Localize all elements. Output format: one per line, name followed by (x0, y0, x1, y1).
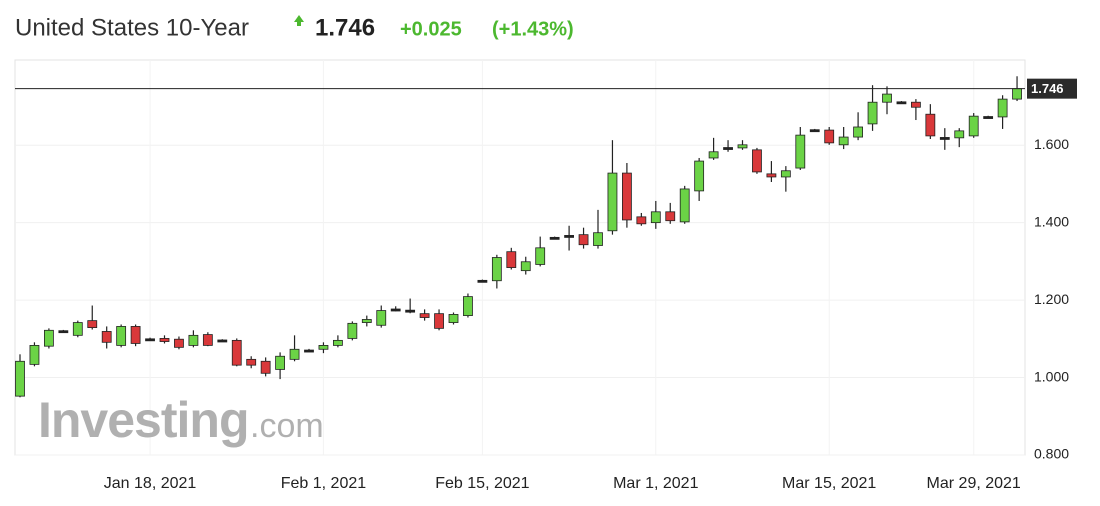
candle-body (361, 319, 372, 323)
candle-body (477, 279, 488, 283)
candle-body (968, 115, 979, 137)
candle-body (636, 216, 647, 225)
candle-body (708, 151, 719, 159)
candle-body (390, 308, 401, 312)
candle-body (780, 170, 791, 178)
candle-body (405, 309, 416, 313)
price: 1.746 (315, 14, 375, 41)
candle-body (289, 348, 300, 360)
candle-body (578, 234, 589, 246)
candle-body (665, 211, 676, 222)
title: United States 10-Year (15, 14, 249, 41)
candle-body (752, 149, 762, 173)
candle-body (72, 322, 83, 336)
candle-body (246, 358, 257, 366)
candle-body (939, 137, 950, 140)
candle-body (463, 296, 473, 316)
candle-body (87, 320, 98, 328)
candle-body (737, 144, 748, 149)
watermark-suffix: .com (250, 407, 324, 445)
candle-body (549, 236, 560, 240)
candle-body (101, 331, 112, 343)
candle-body (29, 345, 40, 365)
candle-body (535, 247, 546, 265)
candle-body (332, 339, 343, 346)
x-tick-label: Feb 1, 2021 (281, 475, 367, 492)
y-tick-label: 1.600 (1034, 136, 1069, 152)
candle-body (260, 360, 271, 374)
candle-body (766, 173, 777, 178)
candle-body (506, 251, 517, 268)
candle-body (347, 322, 358, 339)
candle-body (564, 235, 574, 238)
candle-body (159, 338, 170, 342)
watermark: Investing .com (38, 392, 324, 448)
candle-body (217, 339, 228, 343)
x-tick-label: Mar 29, 2021 (927, 475, 1021, 492)
candle-body (419, 313, 430, 318)
y-tick-label: 1.000 (1034, 368, 1069, 384)
candle-body (448, 314, 459, 323)
candle-body (679, 188, 690, 223)
candle-body (202, 334, 213, 346)
candle-body (58, 330, 69, 334)
candle-body (593, 232, 603, 246)
candle-body (1012, 88, 1022, 100)
candle-body (188, 334, 199, 346)
candle-body (824, 129, 835, 144)
candle-body (304, 349, 314, 353)
change-percent: (+1.43%) (492, 18, 574, 40)
candle-body (174, 338, 184, 348)
x-tick-label: Mar 1, 2021 (613, 475, 698, 492)
watermark-brand: Investing (38, 392, 248, 448)
last-price-box (1027, 78, 1077, 99)
candle-body (997, 98, 1008, 118)
up-arrow (294, 15, 304, 26)
candle-body (795, 134, 806, 169)
x-tick-label: Feb 15, 2021 (435, 475, 529, 492)
candle-body (434, 313, 444, 329)
candle-body (318, 345, 329, 350)
candle-body (607, 172, 618, 232)
candle-body (694, 160, 705, 192)
candle-body (145, 338, 155, 342)
candle-body (723, 147, 733, 150)
candle-body (911, 101, 921, 108)
candle-body (44, 329, 54, 347)
y-tick-label: 1.200 (1034, 291, 1069, 307)
candle-body (275, 355, 286, 370)
candle-body (983, 116, 994, 119)
x-tick-label: Jan 18, 2021 (104, 475, 197, 492)
candle-body (491, 257, 502, 282)
candle-body (882, 93, 892, 103)
change: +0.025 (400, 18, 462, 40)
candle-body (116, 326, 127, 346)
candle-body (809, 129, 820, 133)
candle-body (867, 101, 878, 125)
x-tick-label: Mar 15, 2021 (782, 475, 876, 492)
candle-body (15, 360, 25, 397)
candle-body (925, 113, 936, 137)
last-price-label: 1.746 (1031, 81, 1064, 96)
candle-body (130, 326, 141, 344)
candle-body (838, 136, 849, 146)
y-tick-label: 0.800 (1034, 446, 1069, 462)
candle-body (376, 310, 387, 326)
candle-body (231, 339, 242, 366)
candle-body (853, 126, 863, 138)
candle-body (896, 101, 907, 105)
y-tick-label: 1.400 (1034, 213, 1069, 229)
candle-body (520, 261, 531, 272)
candle-body (954, 130, 965, 139)
candle-body (650, 211, 661, 224)
candle-body (622, 172, 632, 221)
